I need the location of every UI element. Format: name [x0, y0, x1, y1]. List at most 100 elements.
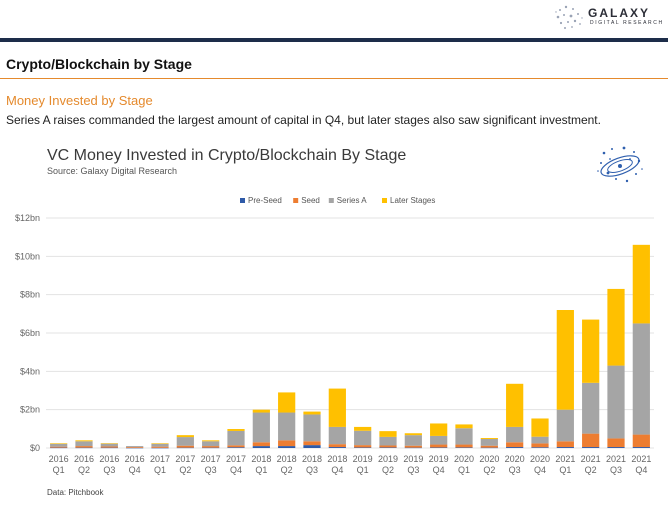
- bar-seed-2020-q4: [531, 443, 549, 448]
- x-tick-year: 2016: [99, 454, 119, 464]
- legend-label: Series A: [337, 196, 367, 205]
- bar-series-a-2021-q4: [632, 323, 650, 435]
- x-tick-year: 2019: [403, 454, 423, 464]
- bar-later-stages-2020-q3: [506, 383, 524, 427]
- x-axis: 2016Q12016Q22016Q32016Q42017Q12017Q22017…: [49, 454, 652, 475]
- bar-later-stages-2019-q4: [430, 423, 448, 436]
- x-tick-quarter: Q3: [509, 465, 521, 475]
- bar-later-stages-2021-q4: [632, 244, 650, 324]
- bar-pre-seed-2019-q3: [404, 447, 422, 449]
- bar-later-stages-2020-q2: [480, 438, 498, 439]
- x-tick-quarter: Q3: [103, 465, 115, 475]
- chart-bars: [50, 244, 650, 449]
- x-tick-quarter: Q3: [306, 465, 318, 475]
- y-tick-label: $0: [30, 443, 40, 453]
- bar-pre-seed-2019-q1: [354, 447, 372, 448]
- y-tick-label: $4bn: [20, 366, 40, 376]
- bar-seed-2018-q4: [328, 444, 346, 448]
- bar-series-a-2020-q4: [531, 436, 549, 444]
- bar-seed-2019-q1: [354, 445, 372, 448]
- x-tick-quarter: Q1: [357, 465, 369, 475]
- x-tick-year: 2016: [49, 454, 69, 464]
- bar-series-a-2021-q3: [607, 365, 625, 439]
- bar-pre-seed-2016-q2: [75, 447, 93, 449]
- x-tick-quarter: Q4: [433, 465, 445, 475]
- bar-later-stages-2021-q3: [607, 288, 625, 366]
- bar-later-stages-2017-q1: [151, 443, 169, 444]
- bar-later-stages-2021-q2: [582, 319, 600, 383]
- x-tick-year: 2018: [251, 454, 271, 464]
- bar-later-stages-2018-q4: [328, 388, 346, 427]
- x-tick-year: 2021: [631, 454, 651, 464]
- bar-pre-seed-2021-q1: [556, 447, 574, 448]
- bar-seed-2017-q2: [176, 445, 194, 448]
- bar-seed-2016-q1: [50, 446, 68, 448]
- galaxy-logo: GALAXY DIGITAL RESEARCH: [552, 2, 664, 32]
- bar-series-a-2020-q3: [506, 426, 524, 443]
- bar-series-a-2021-q2: [582, 382, 600, 434]
- x-tick-year: 2021: [581, 454, 601, 464]
- bar-series-a-2016-q4: [126, 446, 144, 448]
- x-tick-year: 2017: [150, 454, 170, 464]
- bar-series-a-2017-q4: [227, 430, 245, 446]
- x-tick-quarter: Q2: [585, 465, 597, 475]
- x-tick-quarter: Q1: [255, 465, 267, 475]
- bar-pre-seed-2020-q4: [531, 447, 549, 448]
- y-tick-label: $6bn: [20, 328, 40, 338]
- x-tick-quarter: Q2: [78, 465, 90, 475]
- data-source-note: Data: Pitchbook: [47, 488, 104, 497]
- x-tick-quarter: Q2: [382, 465, 394, 475]
- bar-later-stages-2019-q2: [379, 431, 397, 437]
- bar-pre-seed-2020-q2: [480, 447, 498, 449]
- y-axis: $0 $2bn $4bn $6bn $8bn $10bn $12bn: [15, 213, 40, 453]
- bar-pre-seed-2016-q3: [100, 447, 118, 449]
- x-tick-year: 2017: [226, 454, 246, 464]
- bar-series-a-2021-q1: [556, 409, 574, 442]
- y-tick-label: $12bn: [15, 213, 40, 223]
- x-tick-year: 2019: [378, 454, 398, 464]
- bar-series-a-2018-q2: [278, 412, 296, 441]
- x-tick-year: 2021: [606, 454, 626, 464]
- x-tick-quarter: Q4: [129, 465, 141, 475]
- legend-swatch: [240, 198, 245, 203]
- bar-pre-seed-2017-q3: [202, 447, 220, 449]
- bar-seed-2020-q1: [455, 444, 473, 448]
- bar-pre-seed-2018-q4: [328, 447, 346, 448]
- x-tick-quarter: Q1: [458, 465, 470, 475]
- bar-later-stages-2020-q4: [531, 418, 549, 437]
- bar-pre-seed-2018-q2: [278, 446, 296, 448]
- bar-pre-seed-2020-q1: [455, 447, 473, 448]
- bar-pre-seed-2016-q4: [126, 447, 144, 449]
- x-tick-quarter: Q4: [534, 465, 546, 475]
- y-tick-label: $10bn: [15, 251, 40, 261]
- x-tick-year: 2018: [277, 454, 297, 464]
- x-tick-quarter: Q3: [610, 465, 622, 475]
- y-tick-label: $2bn: [20, 405, 40, 415]
- bar-series-a-2020-q1: [455, 428, 473, 445]
- legend-label: Pre-Seed: [248, 196, 282, 205]
- x-tick-quarter: Q4: [230, 465, 242, 475]
- legend-label: Seed: [301, 196, 320, 205]
- bar-pre-seed-2021-q3: [607, 447, 625, 448]
- bar-pre-seed-2018-q1: [252, 446, 270, 448]
- x-tick-quarter: Q4: [635, 465, 647, 475]
- x-tick-year: 2016: [74, 454, 94, 464]
- x-tick-quarter: Q2: [281, 465, 293, 475]
- bar-seed-2016-q4: [126, 447, 144, 448]
- x-tick-quarter: Q3: [205, 465, 217, 475]
- bar-seed-2020-q2: [480, 445, 498, 448]
- bar-seed-2020-q3: [506, 442, 524, 448]
- bar-pre-seed-2017-q4: [227, 447, 245, 448]
- bar-seed-2021-q4: [632, 434, 650, 448]
- x-tick-year: 2020: [454, 454, 474, 464]
- brand-name: GALAXY: [588, 6, 651, 20]
- section-description: Series A raises commanded the largest am…: [6, 113, 601, 127]
- bar-series-a-2017-q2: [176, 437, 194, 446]
- bar-series-a-2018-q4: [328, 426, 346, 445]
- bar-series-a-2019-q3: [404, 435, 422, 446]
- bar-later-stages-2016-q3: [100, 443, 118, 444]
- x-tick-year: 2018: [302, 454, 322, 464]
- bar-seed-2019-q2: [379, 445, 397, 448]
- bar-series-a-2016-q1: [50, 443, 68, 447]
- bar-later-stages-2021-q1: [556, 310, 574, 410]
